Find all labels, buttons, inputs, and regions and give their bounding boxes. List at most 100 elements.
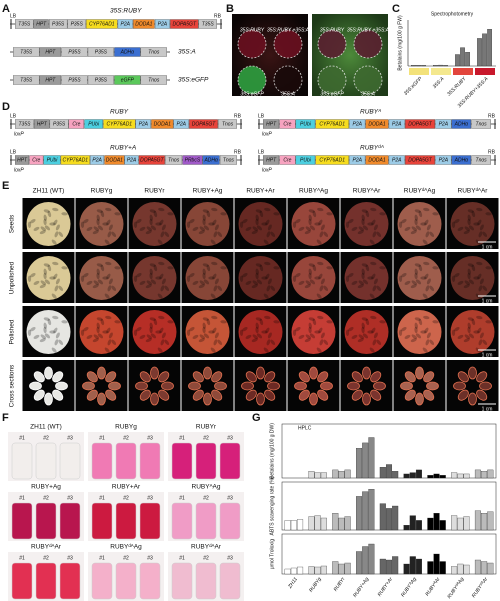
seed-section: [188, 381, 201, 391]
seed: [379, 320, 386, 324]
seed: [105, 261, 112, 266]
label: PRbcS: [185, 158, 201, 164]
label: 35S:A: [281, 91, 295, 97]
seed: [80, 329, 85, 336]
seed: [422, 239, 428, 245]
label: E: [2, 180, 9, 192]
seed-section: [298, 389, 310, 401]
seed: [298, 280, 305, 285]
seed: [308, 268, 312, 275]
seed: [478, 339, 483, 346]
seed: [423, 261, 430, 266]
label: loxP: [14, 167, 24, 173]
seed: [468, 333, 475, 339]
seed: [43, 317, 50, 321]
label: RUBYr: [196, 424, 217, 431]
seed-section: [105, 371, 117, 383]
seed: [347, 273, 354, 278]
seed: [217, 339, 223, 346]
gene-element: [295, 155, 316, 165]
seed: [358, 334, 365, 340]
seed: [266, 285, 271, 292]
seed: [39, 284, 46, 289]
seed: [58, 285, 64, 292]
infiltration-spot: [273, 29, 303, 59]
seed-section: [97, 392, 106, 406]
seed: [264, 207, 271, 212]
label: RUBYg: [308, 576, 323, 593]
seed: [398, 221, 403, 228]
label: RUBYr: [333, 576, 347, 592]
gene-element: [39, 47, 62, 57]
seed: [202, 326, 206, 334]
seed: [308, 322, 312, 329]
seed: [345, 275, 350, 282]
seed: [158, 315, 165, 320]
label: #1: [179, 495, 185, 501]
seed-section: [108, 381, 121, 391]
bar: [356, 551, 363, 575]
seed: [149, 263, 156, 267]
seed-section: [453, 381, 466, 391]
gene-element: [388, 119, 405, 129]
seed-section: [256, 392, 265, 406]
seed: [159, 327, 164, 334]
seed: [192, 334, 199, 339]
seed: [351, 280, 358, 285]
seed-section: [55, 381, 68, 391]
seed: [468, 225, 475, 231]
bar: [451, 515, 458, 531]
seed: [159, 273, 164, 280]
label: #2: [123, 555, 129, 561]
tube: [115, 442, 137, 480]
seed: [415, 333, 422, 339]
seed: [107, 339, 112, 346]
seed: [418, 264, 423, 272]
gene-element: [114, 47, 141, 57]
seed-section: [158, 371, 170, 383]
seed: [86, 334, 93, 339]
seed: [308, 209, 315, 213]
label: RUBYᵈᴬAr: [471, 576, 489, 599]
seed: [212, 327, 217, 334]
seed: [96, 214, 100, 221]
seed: [414, 209, 421, 213]
seed: [203, 279, 210, 285]
bar: [481, 513, 488, 531]
gene-element: [388, 155, 405, 165]
infiltration-spot: [353, 65, 383, 95]
bar: [368, 543, 375, 575]
bar: [403, 563, 410, 575]
label: CYP76AD1: [319, 158, 345, 164]
label: ZH11 (WT): [33, 188, 65, 195]
seed: [371, 219, 376, 226]
tube: [11, 442, 33, 480]
seed-section: [400, 381, 413, 391]
bar: [392, 471, 399, 479]
seed: [52, 315, 59, 320]
label: P2A: [176, 122, 186, 128]
gene-element: [114, 75, 141, 85]
seed: [58, 339, 64, 346]
seed: [96, 268, 100, 275]
seed-pile: [132, 256, 177, 300]
seed: [362, 333, 369, 339]
label: RUBYᵈᴬ: [360, 144, 385, 152]
seed: [263, 239, 269, 245]
seed: [61, 320, 68, 324]
seed: [96, 322, 100, 329]
bar: [338, 563, 345, 575]
seed: [43, 263, 50, 267]
gene-element: [68, 119, 85, 129]
seed-pile: [238, 256, 283, 300]
seed: [160, 285, 165, 292]
seed: [318, 219, 323, 226]
seed: [451, 275, 456, 282]
seed: [471, 210, 476, 218]
seed: [256, 225, 263, 231]
seed: [149, 218, 153, 226]
bar: [487, 511, 494, 531]
seed: [255, 326, 259, 334]
seed: [314, 276, 321, 280]
gene-element: [133, 19, 155, 29]
